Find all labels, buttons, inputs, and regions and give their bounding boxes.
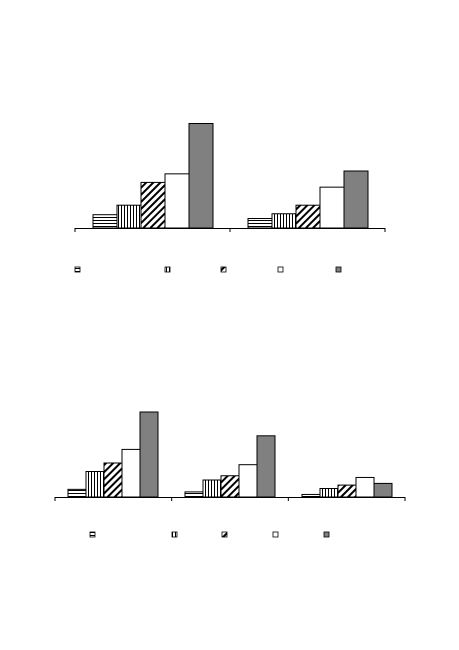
bar-series-3-group-2 xyxy=(295,204,321,229)
bar-series-1-group-2 xyxy=(247,218,273,229)
legend-swatch-2 xyxy=(171,531,178,538)
legend-swatch-1 xyxy=(89,531,96,538)
bar-series-3-group-1 xyxy=(103,462,123,498)
bar-series-5-group-2 xyxy=(256,435,276,498)
bar-series-2-group-2 xyxy=(271,213,297,229)
bar-series-2-group-1 xyxy=(116,204,142,229)
bar-series-5-group-2 xyxy=(343,170,369,229)
bar-series-1-group-3 xyxy=(301,493,321,498)
bar-series-5-group-3 xyxy=(373,482,393,498)
legend-swatch-1 xyxy=(74,266,81,273)
bar-series-2-group-1 xyxy=(85,471,105,498)
bar-series-5-group-1 xyxy=(188,123,214,229)
bar-series-4-group-3 xyxy=(355,476,375,498)
legend-swatch-4 xyxy=(272,531,279,538)
chart-1 xyxy=(74,123,386,273)
bar-series-1-group-2 xyxy=(184,491,204,498)
bar-series-1-group-1 xyxy=(67,488,87,498)
bar-series-4-group-1 xyxy=(121,448,141,498)
bar-series-3-group-1 xyxy=(140,181,166,229)
bar-series-4-group-1 xyxy=(164,173,190,229)
bar-series-5-group-1 xyxy=(139,411,159,498)
bar-series-1-group-1 xyxy=(92,214,118,229)
legend-swatch-4 xyxy=(277,266,284,273)
legend-swatch-2 xyxy=(164,266,171,273)
legend-swatch-3 xyxy=(220,266,227,273)
bar-series-2-group-2 xyxy=(202,479,222,498)
bar-series-3-group-3 xyxy=(337,484,357,498)
chart-2 xyxy=(54,411,406,538)
bar-series-3-group-2 xyxy=(220,475,240,498)
bar-series-4-group-2 xyxy=(319,186,345,229)
legend-swatch-5 xyxy=(335,266,342,273)
bar-series-2-group-3 xyxy=(319,488,339,498)
legend-swatch-3 xyxy=(221,531,228,538)
legend-swatch-5 xyxy=(323,531,330,538)
bar-series-4-group-2 xyxy=(238,464,258,498)
